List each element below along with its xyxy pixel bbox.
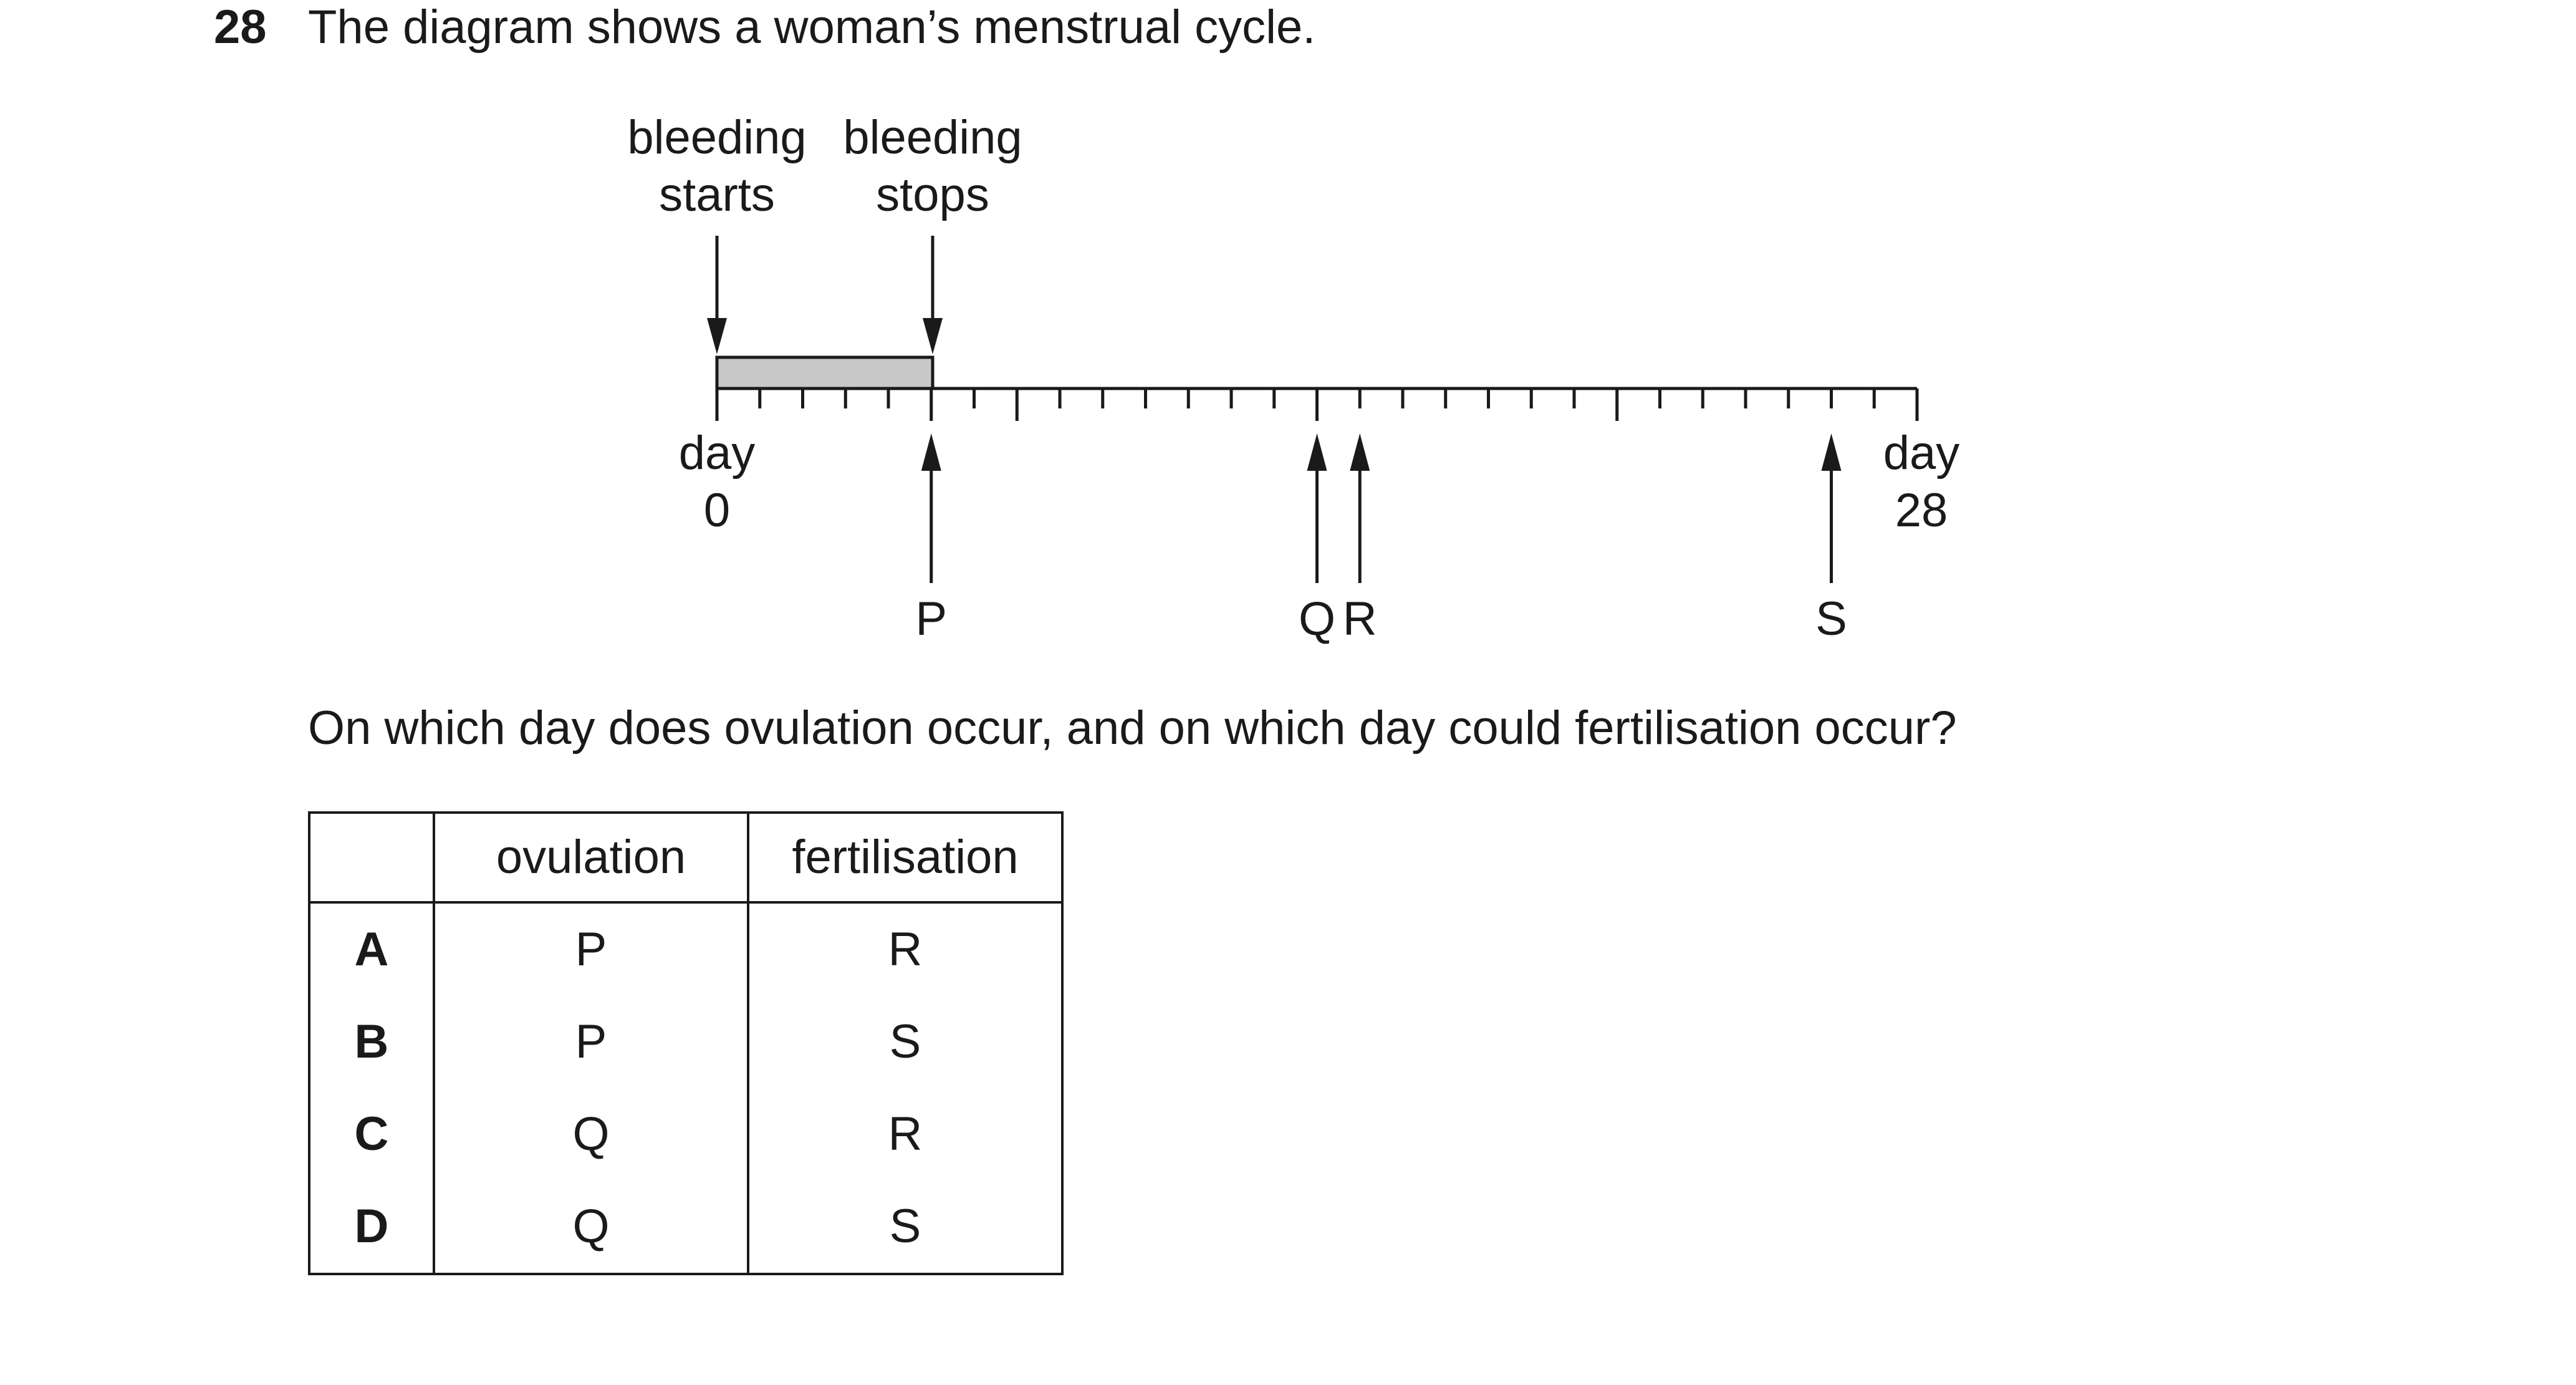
table-header-blank (308, 811, 435, 904)
option-letter: C (308, 1088, 435, 1180)
day-28-label-line2: 28 (1895, 484, 1948, 537)
bleeding-stops-label-line1: bleeding (843, 111, 1022, 164)
bleeding-starts-label-line2: starts (659, 168, 775, 221)
table-header-ovulation: ovulation (433, 811, 749, 904)
fertilisation-cell: S (747, 1180, 1064, 1275)
ovulation-cell: P (433, 902, 749, 996)
table-header-row: ovulation fertilisation (308, 811, 1064, 904)
marker-p-label: P (915, 592, 947, 645)
bleeding-starts-label-line1: bleeding (627, 111, 806, 164)
table-row-b[interactable]: B P S (308, 996, 1064, 1088)
option-letter: B (308, 996, 435, 1088)
ovulation-cell: Q (433, 1088, 749, 1180)
option-letter: D (308, 1180, 435, 1275)
bleeding-stops-arrow (923, 236, 943, 354)
marker-q-label: Q (1299, 592, 1335, 645)
day-0-label-line1: day (679, 427, 756, 480)
timeline-ticks (715, 388, 1919, 421)
marker-s-label: S (1815, 592, 1847, 645)
marker-p-arrow (921, 433, 941, 583)
bleeding-period-bar (715, 355, 935, 390)
fertilisation-cell: R (747, 902, 1064, 996)
bleeding-starts-arrow (707, 236, 727, 354)
marker-s-arrow (1821, 433, 1842, 583)
ovulation-cell: P (433, 996, 749, 1088)
marker-r-label: R (1343, 592, 1377, 645)
table-row-a[interactable]: A P R (308, 902, 1064, 996)
table-row-d[interactable]: D Q S (308, 1180, 1064, 1275)
menstrual-cycle-diagram: bleeding starts bleeding stops day 0 day… (627, 111, 1960, 645)
marker-q-arrow (1307, 433, 1327, 583)
question-prompt: On which day does ovulation occur, and o… (308, 702, 1957, 755)
question-text: The diagram shows a woman’s menstrual cy… (308, 1, 1316, 54)
day-28-label-line1: day (1883, 427, 1960, 480)
bleeding-stops-label-line2: stops (876, 168, 989, 221)
ovulation-cell: Q (433, 1180, 749, 1275)
fertilisation-cell: R (747, 1088, 1064, 1180)
option-letter: A (308, 902, 435, 996)
table-row-c[interactable]: C Q R (308, 1088, 1064, 1180)
table-header-fertilisation: fertilisation (747, 811, 1064, 904)
question-number: 28 (214, 1, 267, 54)
fertilisation-cell: S (747, 996, 1064, 1088)
marker-r-arrow (1350, 433, 1370, 583)
answer-options-table: ovulation fertilisation A P R B P S C Q … (308, 811, 1064, 1275)
day-0-label-line2: 0 (704, 484, 730, 537)
